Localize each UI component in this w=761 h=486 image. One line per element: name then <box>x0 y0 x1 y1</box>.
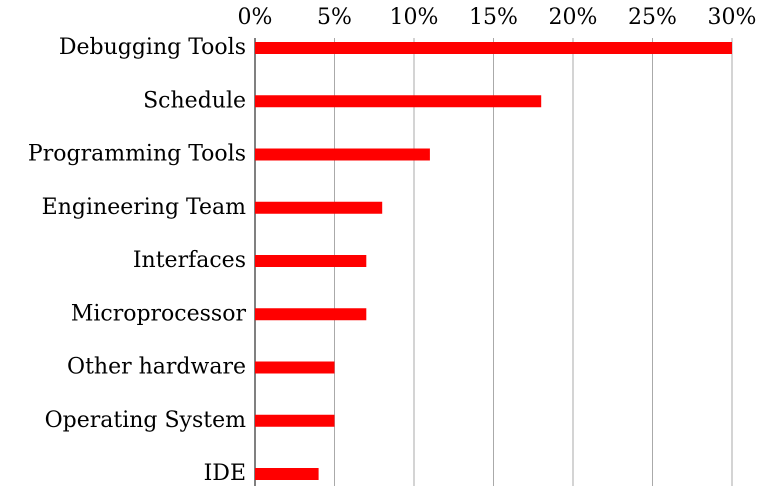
x-tick-label: 20% <box>549 5 598 30</box>
bar <box>255 95 542 108</box>
y-tick-label: IDE <box>204 461 246 486</box>
bar <box>255 468 319 480</box>
bar <box>255 255 367 267</box>
x-tick-label: 25% <box>628 5 677 30</box>
bar <box>255 361 335 374</box>
y-tick-label: Schedule <box>143 88 246 113</box>
y-tick-label: Operating System <box>45 408 247 433</box>
x-tick-label: 15% <box>469 5 518 30</box>
y-tick-label: Engineering Team <box>42 195 246 220</box>
bar <box>255 308 367 321</box>
y-tick-label: Microprocessor <box>71 301 247 326</box>
bar <box>255 414 335 427</box>
x-tick-label: 10% <box>390 5 439 30</box>
bar <box>255 201 383 214</box>
y-tick-label: Other hardware <box>67 355 246 380</box>
x-tick-label: 0% <box>238 5 273 30</box>
x-tick-label: 5% <box>317 5 352 30</box>
x-tick-label: 30% <box>708 5 757 30</box>
bar <box>255 148 430 161</box>
y-tick-label: Programming Tools <box>28 142 246 167</box>
y-tick-label: Interfaces <box>133 248 246 273</box>
bar <box>255 42 732 54</box>
y-tick-label: Debugging Tools <box>59 35 246 60</box>
